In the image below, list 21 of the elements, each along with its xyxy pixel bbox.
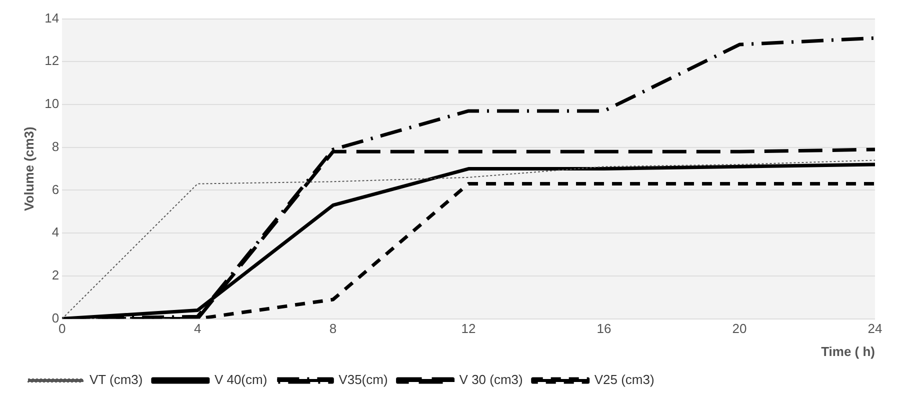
y-tick-label: 0 (52, 310, 60, 326)
x-tick-label: 20 (732, 321, 747, 336)
y-tick-label: 6 (52, 182, 60, 197)
legend-label: V25 (cm3) (594, 372, 654, 388)
y-tick-label: 10 (44, 96, 60, 112)
x-tick-label: 8 (329, 321, 337, 336)
y-tick-label: 2 (52, 268, 60, 283)
x-axis-title: Time ( h) (821, 344, 875, 359)
y-tick-label: 8 (52, 138, 60, 154)
legend-label: V 30 (cm3) (459, 372, 523, 388)
x-tick-label: 12 (461, 321, 476, 336)
x-tick-label: 4 (194, 321, 202, 336)
y-axis-title: Volume (cm3) (21, 126, 36, 211)
y-tick-label: 12 (44, 53, 60, 68)
legend-label: VT (cm3) (90, 372, 143, 388)
y-tick-label: 4 (52, 224, 60, 240)
y-tick-label: 14 (44, 10, 60, 26)
x-tick-label: 16 (596, 321, 612, 336)
legend-label: V35(cm) (338, 372, 388, 388)
legend-label: V 40(cm) (214, 372, 268, 388)
x-tick-label: 24 (868, 321, 882, 336)
